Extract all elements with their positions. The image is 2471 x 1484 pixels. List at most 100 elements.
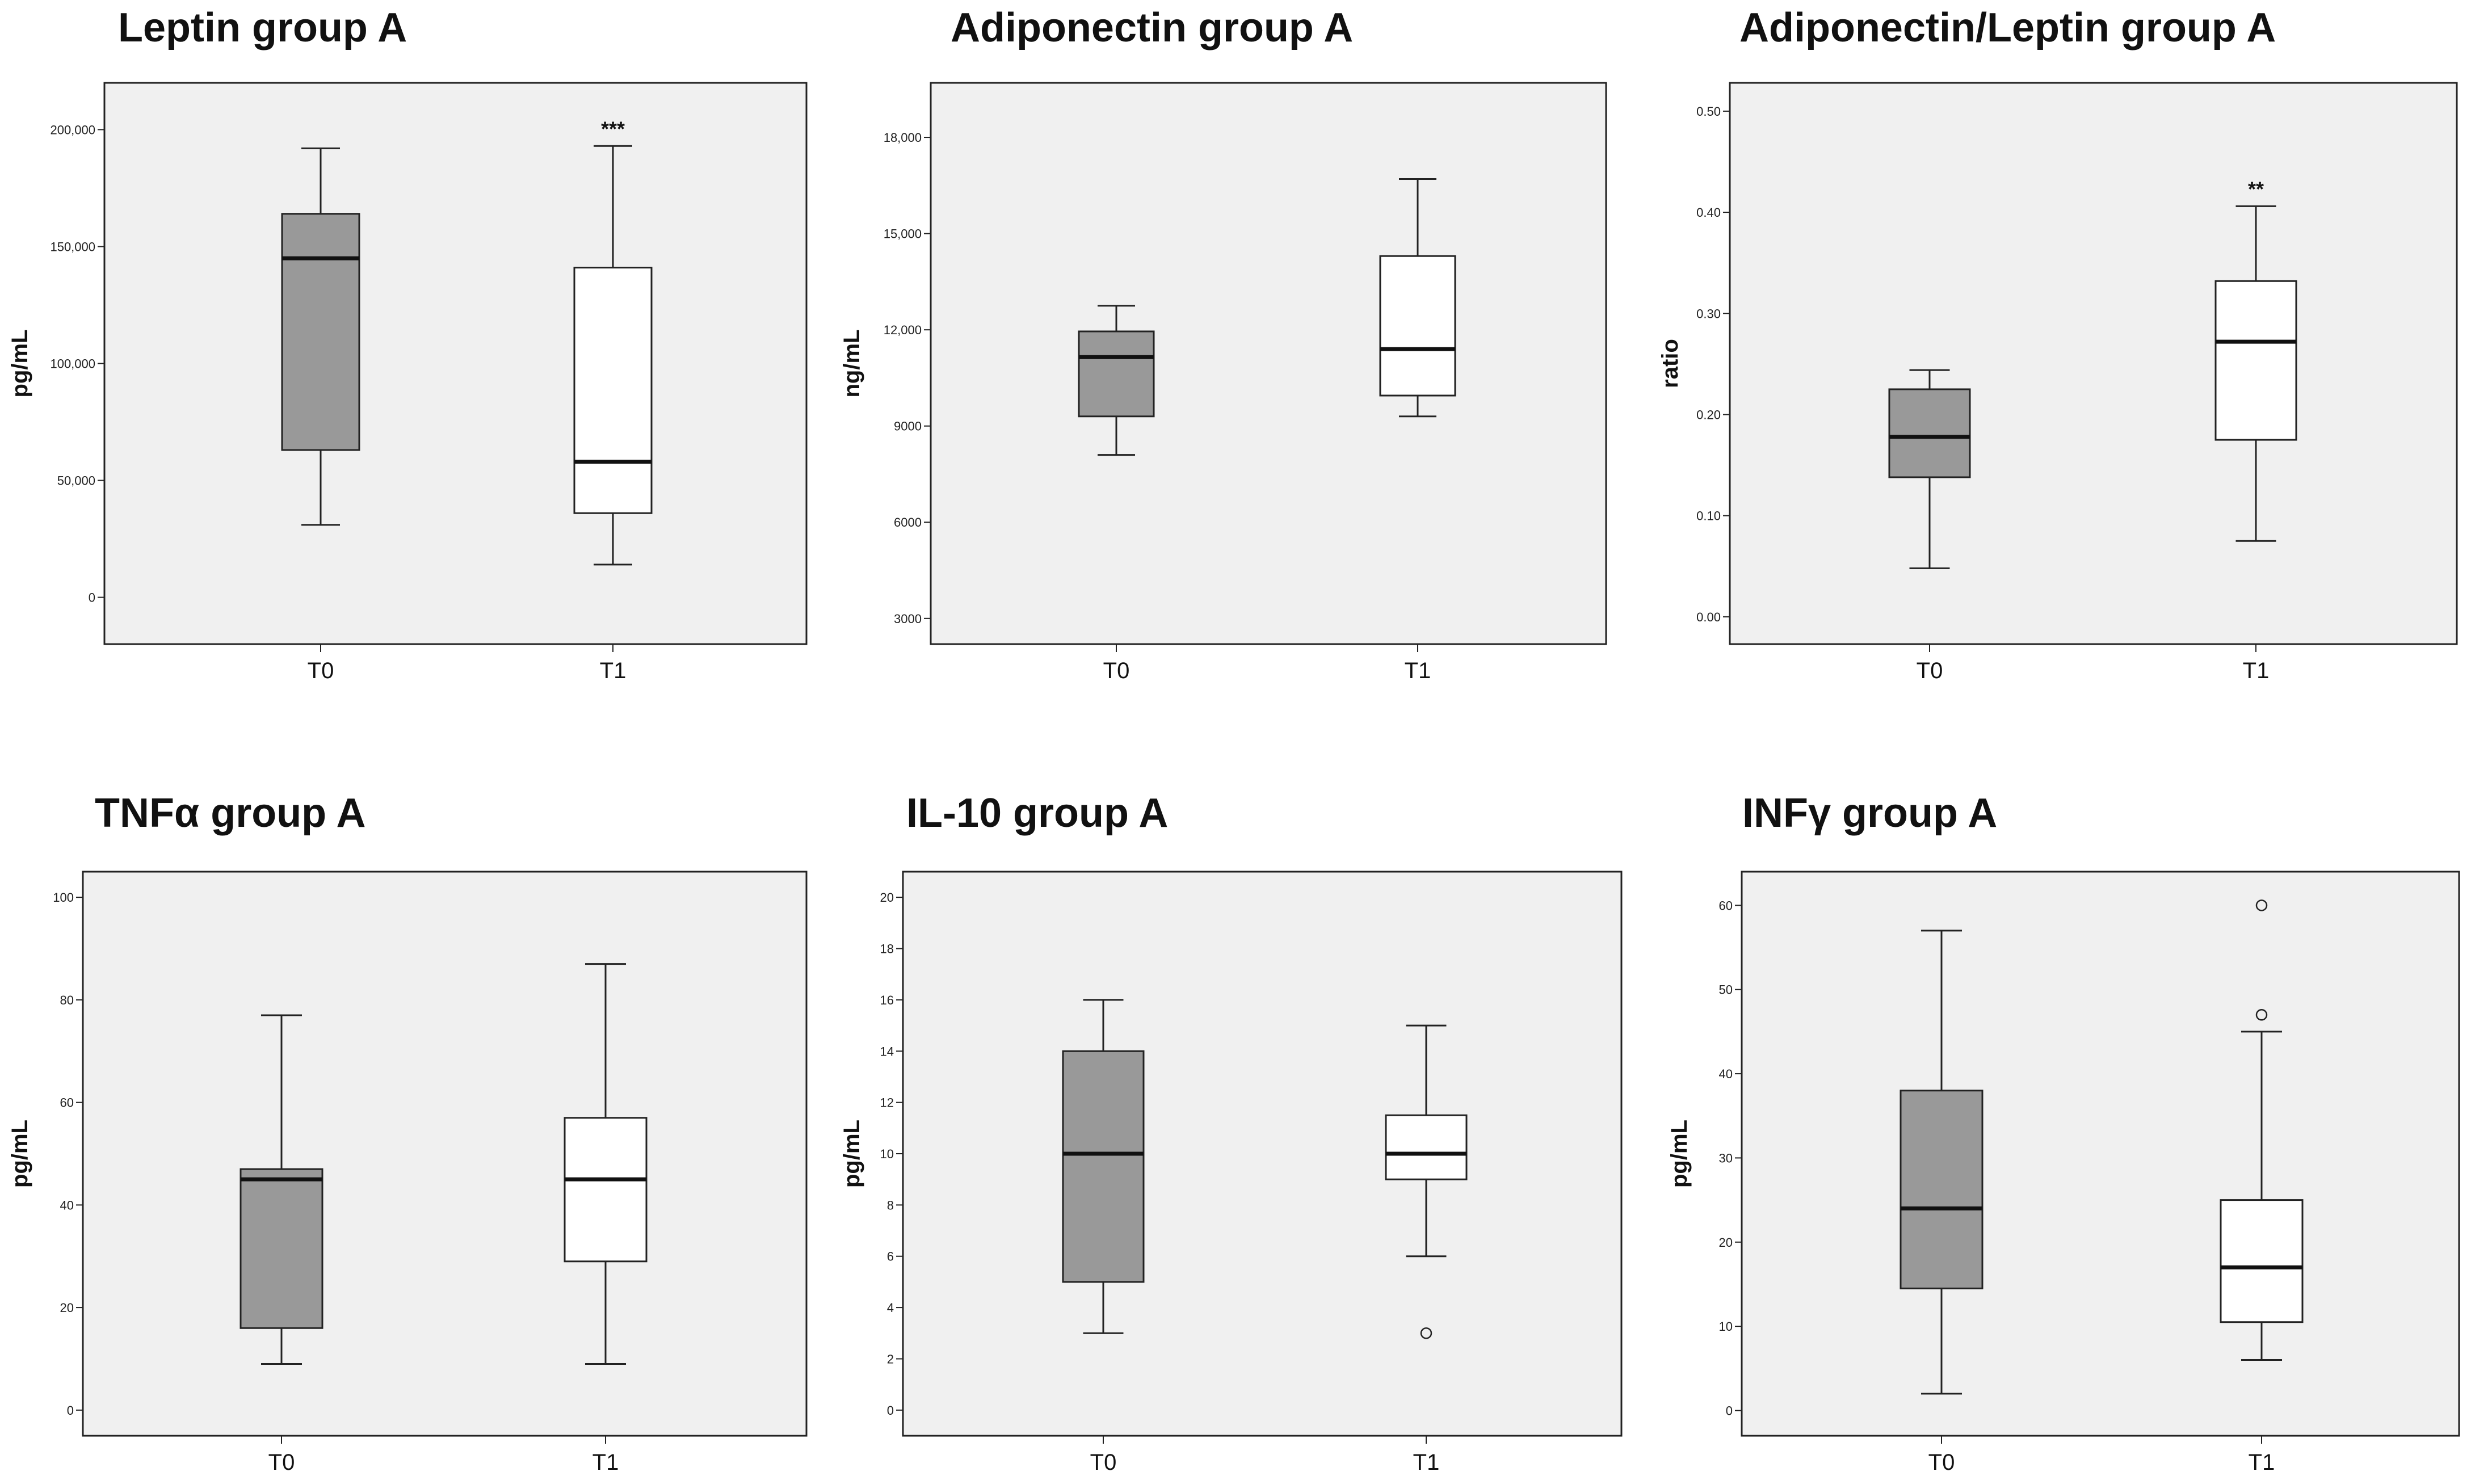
x-category-label: T0 (1103, 658, 1130, 683)
panel-title: TNFα group A (95, 791, 366, 836)
x-category-label: T1 (592, 1450, 619, 1475)
y-tick-label: 40 (1719, 1067, 1733, 1081)
box-t1 (573, 267, 653, 514)
y-axis-label: pg/mL (839, 1120, 864, 1188)
y-tick-label: 80 (60, 993, 74, 1007)
y-axis-label: ng/mL (839, 330, 864, 398)
x-category-label: T0 (1917, 658, 1943, 683)
y-tick-label: 30 (1719, 1151, 1733, 1165)
x-category-label: T1 (2243, 658, 2270, 683)
y-tick-label: 40 (60, 1198, 74, 1212)
x-category-label: T0 (1928, 1450, 1955, 1475)
x-category-label: T0 (1090, 1450, 1117, 1475)
y-tick-label: 9000 (894, 419, 922, 434)
chart-tnf-alpha: 0 20 40 60 80 100 pg/mL T0 T1 (7, 871, 808, 1475)
y-tick-label: 0.30 (1696, 306, 1721, 321)
y-axis-label: ratio (1658, 339, 1683, 388)
y-tick-label: 14 (880, 1044, 894, 1058)
panel-leptin: Leptin group A 0 50,000 100,000 150,000 200,… (0, 0, 823, 738)
y-tick-label: 2 (887, 1352, 894, 1366)
y-tick-label: 0.20 (1696, 407, 1721, 422)
significance-marker: ** (2248, 177, 2264, 200)
panel-title: Leptin group A (118, 5, 407, 51)
plot-area (103, 82, 808, 645)
y-tick-label: 0.10 (1696, 509, 1721, 523)
box-t0 (1062, 1050, 1145, 1283)
y-tick-label: 0 (1726, 1403, 1733, 1418)
plot-area (1741, 871, 2460, 1437)
panel-title: Adiponectin group A (951, 5, 1354, 51)
panel-tnf-alpha: TNFα group A 0 20 40 60 80 100 pg/mL T0 T1 (0, 738, 823, 1484)
y-tick-label: 18,000 (884, 131, 922, 145)
y-tick-label: 20 (880, 890, 894, 905)
outlier-point (2255, 899, 2268, 911)
y-tick-label: 100,000 (50, 357, 95, 371)
y-axis-label: pg/mL (7, 330, 32, 398)
plot-area (902, 871, 1623, 1437)
y-tick-label: 60 (60, 1096, 74, 1110)
x-category-label: T1 (2249, 1450, 2275, 1475)
box-t1 (2214, 280, 2297, 441)
chart-leptin: 0 50,000 100,000 150,000 200,000 pg/mL T0 T1 *** (7, 82, 808, 683)
panel-adiponectin: Adiponectin group A 3000 6000 9000 12,000 15… (823, 0, 1646, 738)
y-tick-label: 200,000 (50, 123, 95, 137)
chart-inf-gamma: 0 10 20 30 40 50 60 pg/mL T0 T1 (1667, 871, 2460, 1475)
chart-il10: 0 2 4 6 8 10 12 14 16 18 20 pg/mL T0 T1 (839, 871, 1623, 1475)
box-t0 (1900, 1090, 1983, 1289)
panel-title: INFγ group A (1742, 791, 1998, 836)
y-tick-label: 10 (1719, 1319, 1733, 1334)
panel-title: IL-10 group A (906, 791, 1169, 836)
y-tick-label: 15,000 (884, 227, 922, 241)
y-tick-label: 12,000 (884, 323, 922, 337)
y-tick-label: 0 (89, 591, 95, 605)
y-tick-label: 20 (60, 1301, 74, 1315)
y-tick-label: 50,000 (57, 474, 95, 488)
y-tick-label: 0.00 (1696, 610, 1721, 624)
y-tick-label: 150,000 (50, 239, 95, 254)
box-t0 (1888, 388, 1971, 478)
y-tick-label: 3000 (894, 612, 922, 626)
panel-adiponectin-leptin: Adiponectin/Leptin group A 0.00 0.10 0.20 0… (1646, 0, 2471, 738)
box-t1 (564, 1117, 648, 1263)
y-tick-label: 12 (880, 1096, 894, 1110)
box-t0 (281, 213, 360, 451)
outlier-point (2255, 1008, 2268, 1021)
y-tick-label: 0 (887, 1403, 894, 1418)
x-category-label: T0 (308, 658, 334, 683)
y-tick-label: 0 (67, 1403, 74, 1418)
y-tick-label: 16 (880, 993, 894, 1007)
box-t1 (1379, 255, 1456, 397)
x-category-label: T0 (268, 1450, 295, 1475)
outlier-point (1420, 1327, 1432, 1339)
y-axis-label: pg/mL (7, 1120, 32, 1188)
y-tick-label: 4 (887, 1301, 894, 1315)
x-category-label: T1 (600, 658, 627, 683)
y-tick-label: 8 (887, 1198, 894, 1212)
x-category-label: T1 (1413, 1450, 1440, 1475)
y-tick-label: 50 (1719, 983, 1733, 997)
box-t1 (2220, 1199, 2304, 1323)
significance-marker: *** (601, 117, 625, 140)
plot-area (82, 871, 808, 1437)
y-tick-label: 20 (1719, 1235, 1733, 1250)
plot-area (1729, 82, 2458, 645)
y-axis-label: pg/mL (1667, 1120, 1692, 1188)
box-t1 (1385, 1114, 1468, 1180)
y-tick-label: 6 (887, 1250, 894, 1264)
y-tick-label: 0.50 (1696, 104, 1721, 119)
y-tick-label: 6000 (894, 515, 922, 529)
panel-il10: IL-10 group A 0 2 4 6 8 10 12 14 16 18 20 pg/mL T0 T1 (823, 738, 1646, 1484)
chart-adiponectin: 3000 6000 9000 12,000 15,000 18,000 ng/mL T0 T1 (839, 82, 1607, 683)
panel-title: Adiponectin/Leptin group A (1739, 5, 2276, 51)
x-category-label: T1 (1405, 658, 1431, 683)
chart-adiponectin-leptin-ratio: 0.00 0.10 0.20 0.30 0.40 0.50 ratio T0 T1 ** (1658, 82, 2458, 683)
y-tick-label: 18 (880, 942, 894, 956)
panel-inf-gamma: INFγ group A 0 10 20 30 40 50 60 pg/mL T0 T1 (1646, 738, 2471, 1484)
y-tick-label: 0.40 (1696, 205, 1721, 220)
box-t0 (1078, 330, 1155, 418)
y-tick-label: 10 (880, 1147, 894, 1161)
y-tick-label: 60 (1719, 898, 1733, 913)
box-t0 (239, 1168, 323, 1329)
y-tick-label: 100 (53, 890, 74, 905)
plot-area (930, 82, 1607, 645)
